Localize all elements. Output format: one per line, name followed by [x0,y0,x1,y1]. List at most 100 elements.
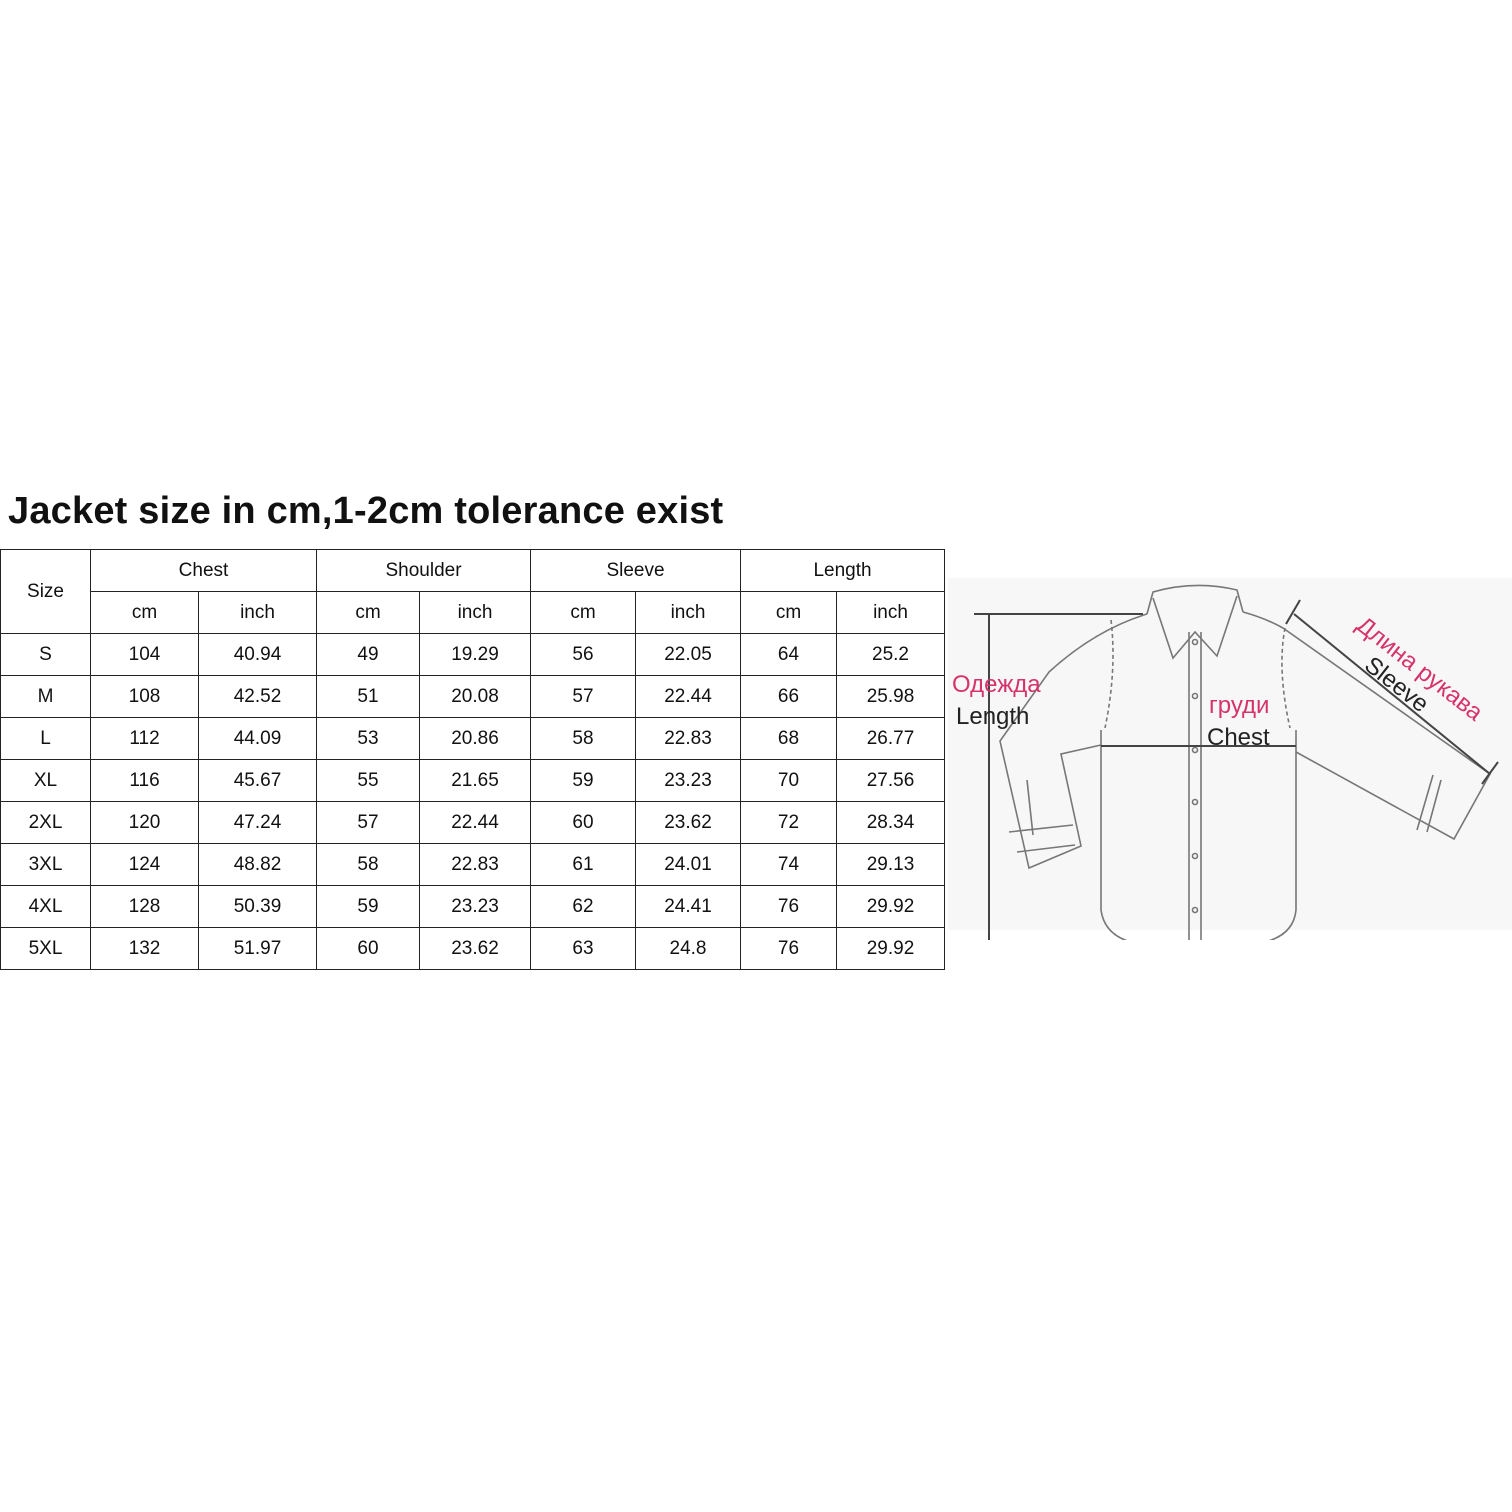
unit-header: cm [316,591,420,634]
measurement-cell: 45.67 [198,759,317,802]
unit-header: cm [530,591,636,634]
measurement-cell: 29.92 [836,927,945,970]
measurement-cell: 27.56 [836,759,945,802]
measurement-cell: 56 [530,633,636,676]
measurement-cell: 70 [740,759,837,802]
measurement-cell: 25.98 [836,675,945,718]
measurement-cell: 23.23 [419,885,531,928]
sleeve-line [1293,613,1491,775]
measurement-cell: 25.2 [836,633,945,676]
measurement-cell: 24.41 [635,885,741,928]
page-title: Jacket size in cm,1-2cm tolerance exist [8,490,724,532]
measurement-cell: 132 [90,927,199,970]
sleeve-tick [1481,761,1499,785]
jacket-measurement-diagram: Одежда Length груди Chest Длина рукава S… [948,578,1512,940]
unit-header: inch [419,591,531,634]
diagram-background [948,578,1512,930]
measurement-cell: 124 [90,843,199,886]
size-cell: 5XL [0,927,91,970]
measurement-cell: 72 [740,801,837,844]
measurement-cell: 76 [740,885,837,928]
measurement-cell: 104 [90,633,199,676]
measurement-cell: 44.09 [198,717,317,760]
table-row: 5XL 132 51.97 60 23.62 63 24.8 76 29.92 [0,927,945,970]
measurement-cell: 58 [530,717,636,760]
measurement-cell: 28.34 [836,801,945,844]
table-row: 3XL 124 48.82 58 22.83 61 24.01 74 29.13 [0,843,945,886]
measurement-cell: 57 [316,801,420,844]
measurement-cell: 22.44 [635,675,741,718]
shirt-outline [999,584,1492,940]
measurement-lines [974,599,1499,940]
chest-header: Chest [90,549,317,592]
measurement-cell: 42.52 [198,675,317,718]
length-header: Length [740,549,945,592]
table-row: M 108 42.52 51 20.08 57 22.44 66 25.98 [0,675,945,718]
unit-row: cm inch cm inch cm inch cm inch [1,591,945,634]
header-row: Size Chest Shoulder Sleeve Length [0,549,945,634]
size-cell: XL [0,759,91,802]
unit-header: cm [90,591,199,634]
measurement-cell: 108 [90,675,199,718]
table-row: 4XL 128 50.39 59 23.23 62 24.41 76 29.92 [0,885,945,928]
measurement-cell: 51 [316,675,420,718]
measurement-cell: 116 [90,759,199,802]
measurement-cell: 22.83 [419,843,531,886]
measurement-cell: 23.62 [635,801,741,844]
measurement-cell: 55 [316,759,420,802]
size-cell: 4XL [0,885,91,928]
measurement-cell: 22.83 [635,717,741,760]
shoulder-header: Shoulder [316,549,531,592]
measurement-cell: 23.23 [635,759,741,802]
measurement-cell: 76 [740,927,837,970]
measurement-cell: 22.05 [635,633,741,676]
measurement-cell: 29.13 [836,843,945,886]
unit-header: inch [836,591,945,634]
length-label-ru: Одежда [952,671,1041,698]
measurement-cell: 57 [530,675,636,718]
measurement-cell: 24.8 [635,927,741,970]
length-label-en: Length [956,703,1029,730]
sleeve-tick [1285,599,1301,625]
size-cell: S [0,633,91,676]
measurement-cell: 74 [740,843,837,886]
size-cell: M [0,675,91,718]
size-cell: 2XL [0,801,91,844]
measurement-cell: 49 [316,633,420,676]
measurement-cell: 64 [740,633,837,676]
size-header: Size [0,549,91,634]
measurement-cell: 22.44 [419,801,531,844]
measurement-cell: 112 [90,717,199,760]
measurement-cell: 128 [90,885,199,928]
measurement-cell: 59 [530,759,636,802]
measurement-cell: 19.29 [419,633,531,676]
measurement-cell: 61 [530,843,636,886]
chest-label-ru: груди [1209,692,1269,719]
chest-label-en: Chest [1207,724,1270,751]
measurement-cell: 63 [530,927,636,970]
measurement-cell: 50.39 [198,885,317,928]
measurement-cell: 20.08 [419,675,531,718]
measurement-cell: 21.65 [419,759,531,802]
measurement-cell: 24.01 [635,843,741,886]
measurement-cell: 20.86 [419,717,531,760]
measurement-cell: 68 [740,717,837,760]
measurement-cell: 60 [530,801,636,844]
unit-header: inch [198,591,317,634]
table-row: S 104 40.94 49 19.29 56 22.05 64 25.2 [0,633,945,676]
measurement-cell: 29.92 [836,885,945,928]
measurement-cell: 23.62 [419,927,531,970]
size-cell: 3XL [0,843,91,886]
measurement-cell: 120 [90,801,199,844]
size-cell: L [0,717,91,760]
measurement-cell: 51.97 [198,927,317,970]
measurement-cell: 40.94 [198,633,317,676]
unit-header: cm [740,591,837,634]
measurement-cell: 48.82 [198,843,317,886]
measurement-cell: 58 [316,843,420,886]
measurement-cell: 47.24 [198,801,317,844]
measurement-cell: 59 [316,885,420,928]
measurement-cell: 53 [316,717,420,760]
size-table: Size Chest Shoulder Sleeve Length cm inc… [0,549,945,970]
sleeve-header: Sleeve [530,549,741,592]
